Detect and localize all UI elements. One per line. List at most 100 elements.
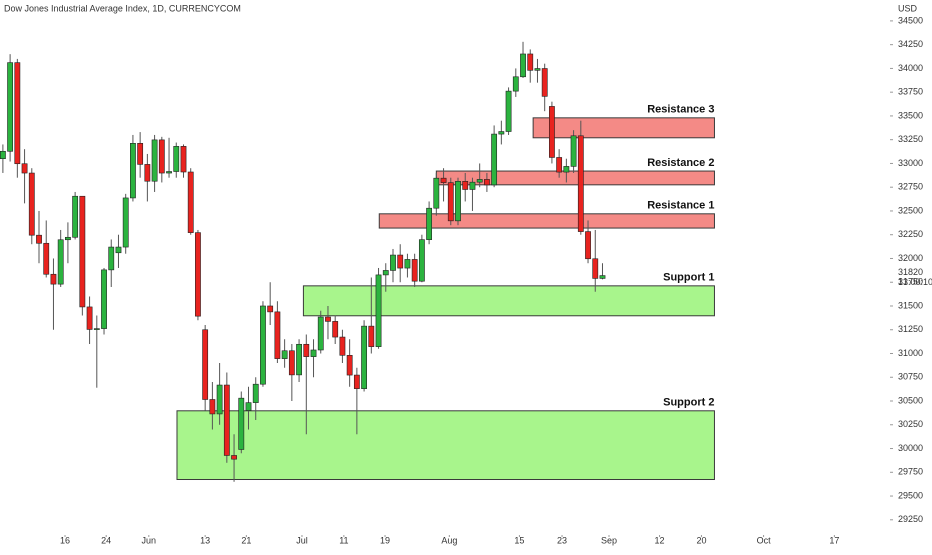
y-tick-label: 30500 [898,395,923,405]
candle-body [86,306,93,330]
candle-body [505,90,512,132]
candle-body [411,259,418,282]
candle-body [288,350,295,376]
candle-body [130,143,136,199]
x-tick-label: Oct [757,535,772,545]
y-tick-label: 34500 [898,15,923,25]
candle-body [534,68,541,71]
candle-body [57,239,64,285]
candle-body [375,274,382,347]
candle-body [592,258,599,279]
candle-body [483,179,490,186]
candle-body [447,182,454,222]
y-tick-label: 32750 [898,182,923,192]
candle-body [353,374,360,389]
candle-body [180,146,187,173]
zone-label: Support 1 [663,272,714,284]
candle-body [43,242,50,275]
y-tick-label: 30250 [898,419,923,429]
candle-body [195,232,201,317]
candle-body [440,177,447,183]
candle-body [252,383,259,403]
candle-body [223,384,230,456]
candle-body [390,254,396,271]
candle-body [245,402,252,411]
zone [176,410,715,481]
candle-body [418,239,425,282]
x-tick-label: Jun [142,535,157,545]
candle-body [570,135,577,167]
candle-body [317,316,324,351]
candle-body [202,329,209,400]
candle-body [541,68,548,97]
chart-title: Dow Jones Industrial Average Index, 1D, … [4,3,241,13]
x-tick-label: 15 [514,535,524,545]
candle-body [101,269,107,329]
candle-body [65,236,71,241]
candle-body [563,166,570,173]
candle-body [426,207,433,240]
candle-body [231,455,237,460]
x-tick-label: Aug [441,535,457,545]
candle-body [469,181,476,190]
y-tick-label: 33500 [898,110,923,120]
zone [532,117,715,139]
candle-body [267,305,274,313]
y-tick-label: 32000 [898,253,923,263]
y-tick-label: 29500 [898,490,923,500]
candle-body [397,254,404,269]
y-tick-label: 33750 [898,87,923,97]
candle-body [158,139,165,174]
candle-body [187,171,194,233]
candle-body [549,106,555,158]
candle-body [36,234,42,244]
candle-body [144,164,151,182]
candle-body [527,53,534,71]
zone-label: Resistance 1 [647,200,714,212]
candle-body [173,146,180,172]
candle-body [0,150,6,159]
candle-body [93,328,100,330]
x-tick-label: 16 [60,535,70,545]
candle-body [404,259,411,269]
candle-body [310,349,317,357]
candle-body [115,246,122,254]
candle-body [325,316,331,322]
candle-body [585,231,591,260]
zone [435,170,715,186]
y-tick-label: 30750 [898,372,923,382]
candle-body [137,143,144,165]
candle-body [151,139,158,182]
last-price-label: 31820 [898,267,923,277]
candle-body [260,305,266,385]
x-tick-label: 13 [200,535,210,545]
candle-body [216,384,223,415]
candle-body [476,179,483,183]
candle-body [72,195,79,238]
candle-body [296,343,302,376]
candle-body [498,131,505,135]
x-tick-label: 11 [339,535,348,545]
y-tick-label: 31500 [898,300,923,310]
y-tick-label: 34250 [898,39,923,49]
candle-body [50,273,57,285]
x-tick-label: 20 [696,535,706,545]
zone [378,213,715,229]
candle-body [462,181,469,190]
candle-body [520,53,526,78]
candle-body [79,195,86,308]
candle-body [361,325,367,389]
x-tick-label: 21 [241,535,251,545]
candle-body [368,325,375,347]
y-tick-label: 29250 [898,514,923,524]
y-tick-label: 34000 [898,63,923,73]
candle-body [512,76,519,92]
candle-body [455,181,461,222]
candle-body [577,135,584,232]
candle-body [556,157,563,173]
y-tick-label: 30000 [898,443,923,453]
candle-body [303,343,310,357]
candle-body [433,177,440,209]
candle-body [281,350,288,359]
